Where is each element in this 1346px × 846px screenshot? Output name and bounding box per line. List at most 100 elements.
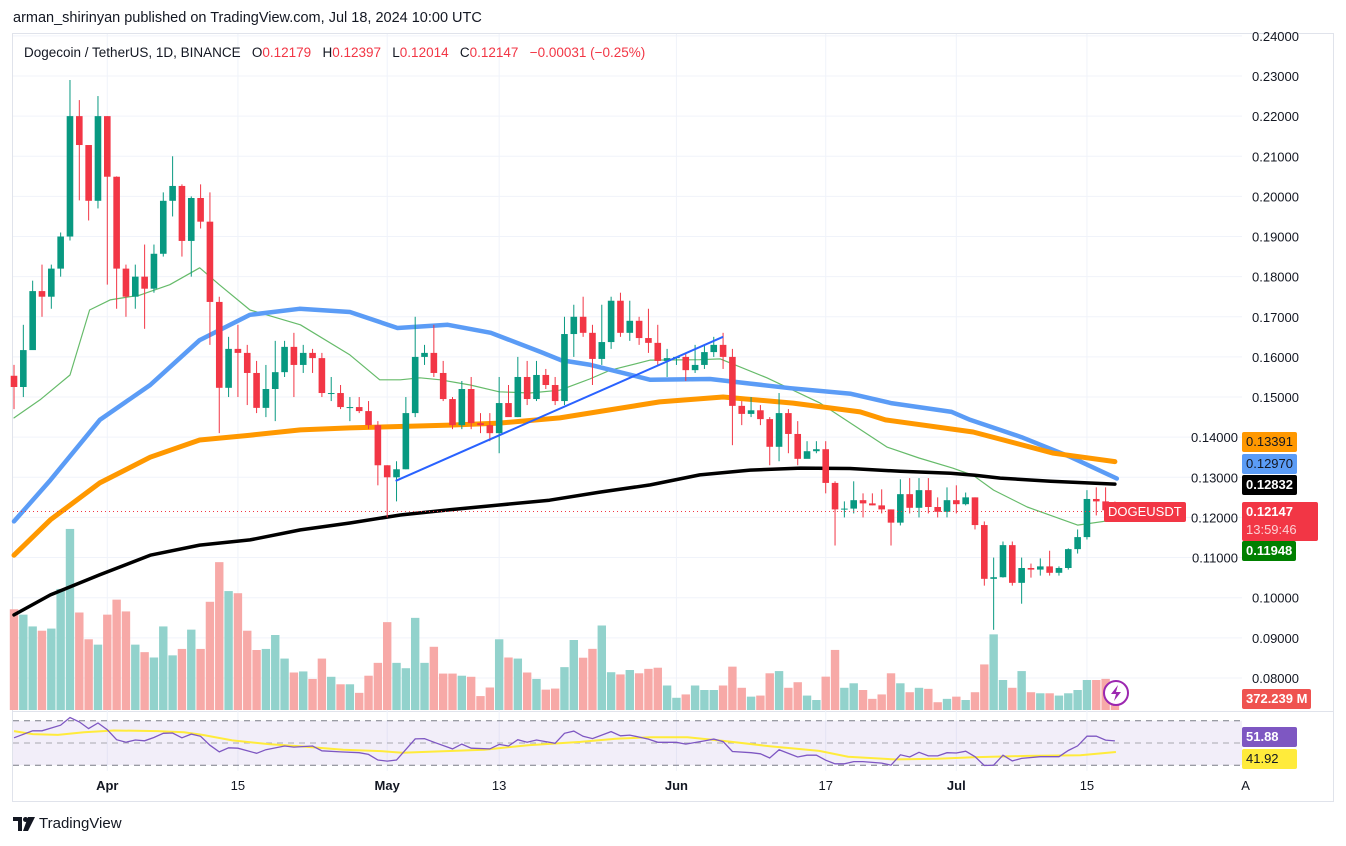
ma-blue-line[interactable] [11,306,1120,524]
volume-bar [672,697,681,710]
change-value: −0.00031 (−0.25%) [529,45,646,60]
candle-body [701,352,708,365]
candle [486,413,494,442]
volume-bar [905,692,914,710]
tradingview-brand[interactable]: TradingView [13,815,122,832]
time-axis[interactable]: Apr 15 May 13 Jun 17 Jul 15 A [96,778,1250,793]
candle-body [76,116,83,146]
volume-bar [336,684,345,710]
candle-body [1092,498,1100,502]
candle [850,481,857,514]
rsi-band [13,720,1242,766]
brand-name: TradingView [39,815,122,832]
trendline[interactable] [395,335,724,482]
volume-bar [942,698,952,710]
price-tick-label: 0.23000 [1252,69,1299,84]
volume-bar [289,672,299,710]
volume-bar [522,672,532,710]
volume-bar [308,678,317,710]
volume-bar [438,673,448,710]
candle [1037,558,1044,576]
candle [654,324,662,365]
candle-body [999,545,1007,578]
candle [1092,487,1100,516]
candle [467,376,475,430]
volume-bar [187,629,196,710]
candle-body [337,393,344,408]
volume-bar [765,673,774,710]
volume-bar [1036,693,1045,710]
candle [607,296,615,349]
volume-bar [970,692,980,710]
candle [561,316,568,406]
volume-bar [728,666,737,710]
candle [775,393,783,462]
volume-bar [569,640,578,710]
rsi-line [13,716,1115,767]
volume-bar [560,667,569,710]
candle-body [449,399,456,426]
indicator-lightning-button[interactable] [1103,680,1129,706]
ma-black-line[interactable] [12,466,1117,617]
volume-bar [504,657,513,710]
rsi-ma-line [13,729,1116,761]
volume-bar [709,690,718,710]
tradingview-logo-icon [13,816,35,831]
candle [934,497,941,518]
volume-bar [952,696,961,710]
candle [290,332,298,398]
candle-body [934,506,941,512]
volume-bar [718,685,728,710]
candle-body [589,332,596,359]
candle-body [654,342,662,361]
candle [645,308,652,353]
candle-body [383,465,391,478]
volume-bar [345,684,355,710]
volume-bar [681,694,690,710]
candle-body [841,508,848,510]
orange-ma-price-label: 0.13391 [1242,432,1297,452]
candle [85,145,92,221]
volume-bar [429,646,439,710]
price-tick-label: 0.18000 [1252,270,1299,285]
candle [383,465,391,518]
candle-body [150,253,158,289]
ma-orange-line[interactable] [11,394,1118,558]
candle-body [187,197,195,241]
candle-body [271,372,279,390]
candle-body [1064,549,1072,568]
candle [66,80,74,241]
candle [159,192,167,257]
candle-body [570,316,578,335]
candle [887,509,895,546]
candle-body [990,577,997,579]
time-tick-label: Jul [947,778,966,793]
candle [10,364,18,410]
volume-bar [606,672,616,710]
volume-bar [224,591,233,710]
candle [813,441,820,454]
candle-body [831,482,839,510]
price-tick-label: 0.14000 [1191,430,1238,445]
symbol-title[interactable]: Dogecoin / TetherUS, 1D, BINANCE [24,45,241,60]
volume-bar [383,622,392,710]
volume-bar [989,634,998,710]
candle [953,485,960,514]
volume-bar [177,648,187,710]
candle [411,316,419,418]
candle [570,304,578,357]
price-axis[interactable]: 0.24000 0.23000 0.22000 0.21000 0.20000 0.190… [1191,29,1299,686]
candle [337,385,344,410]
time-tick-label: 15 [231,778,245,793]
volume-bar [140,652,149,710]
candle-body [953,500,960,505]
candle [617,292,624,337]
candle-body [94,116,102,201]
candle-body [869,503,876,506]
candle [999,541,1007,578]
volume-bar [961,700,970,710]
volume-bar [65,528,75,710]
close-value: 0.12147 [469,45,519,60]
volume-bar [1045,693,1054,710]
